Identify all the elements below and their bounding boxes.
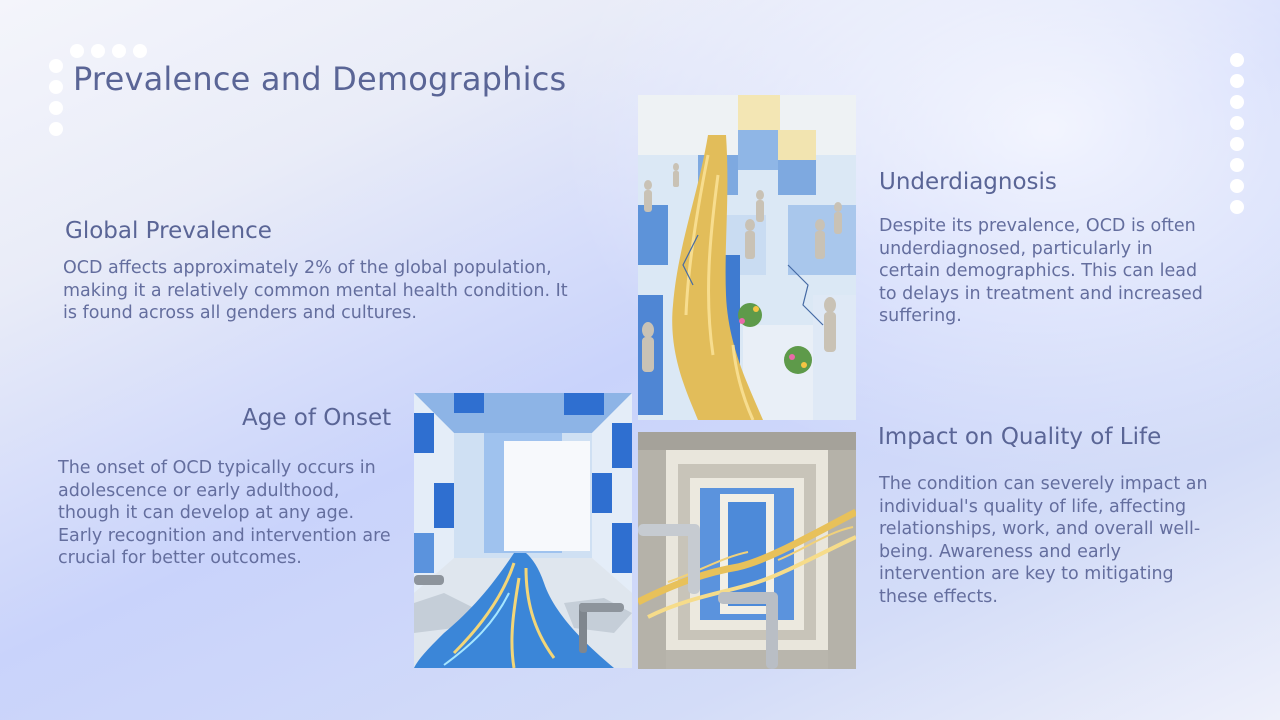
decorative-dot [70, 44, 84, 58]
decorative-dot [112, 44, 126, 58]
age-of-onset-body: The onset of OCD typically occurs in ado… [58, 458, 391, 568]
decorative-dot [49, 101, 63, 115]
decorative-dot [133, 44, 147, 58]
global-prevalence-heading: Global Prevalence [65, 218, 272, 244]
age-of-onset-heading: Age of Onset [242, 405, 392, 431]
decorative-dot [49, 122, 63, 136]
decorative-dot [1230, 95, 1244, 109]
decorative-dot [1230, 158, 1244, 172]
figures-river-illustration [638, 95, 856, 420]
decorative-dot [91, 44, 105, 58]
decorative-dot [1230, 74, 1244, 88]
decorative-dot [1230, 53, 1244, 67]
decorative-dot [49, 59, 63, 73]
decorative-dot [1230, 179, 1244, 193]
global-prevalence-body: OCD affects approximately 2% of the glob… [63, 258, 568, 323]
underdiagnosis-body: Despite its prevalence, OCD is often und… [879, 216, 1203, 326]
decorative-dot [1230, 137, 1244, 151]
impact-body: The condition can severely impact an ind… [879, 474, 1208, 607]
impact-heading: Impact on Quality of Life [878, 424, 1162, 450]
underdiagnosis-heading: Underdiagnosis [879, 169, 1057, 195]
corridor-river-illustration [414, 393, 632, 668]
pipes-frame-illustration [638, 432, 856, 669]
decorative-dot [1230, 116, 1244, 130]
decorative-dot [49, 80, 63, 94]
decorative-dot [1230, 200, 1244, 214]
slide-title: Prevalence and Demographics [73, 60, 567, 98]
